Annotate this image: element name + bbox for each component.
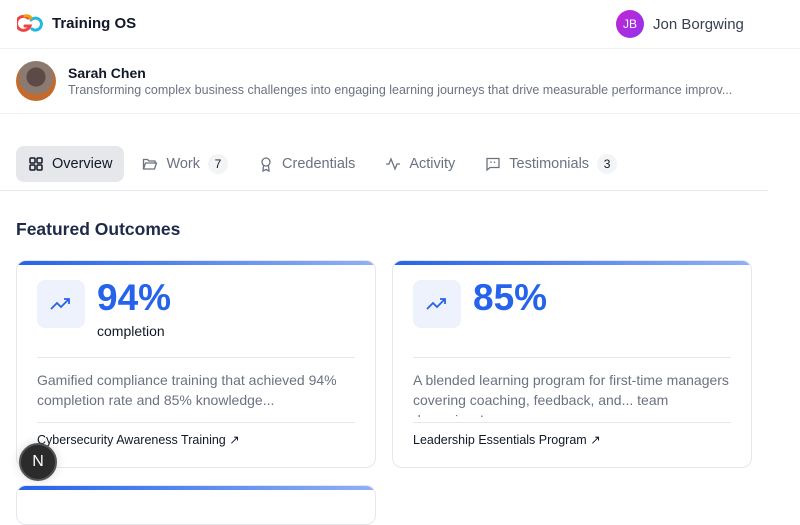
user-menu[interactable]: JB Jon Borgwing (616, 10, 744, 38)
folder-icon (143, 158, 158, 170)
card-accent-bar (17, 486, 375, 490)
app-title[interactable]: Training OS (52, 15, 137, 32)
award-icon (261, 157, 271, 172)
profile-tabs: Overview Work 7 Credentials Activity Tes… (0, 146, 768, 191)
profile-header: Sarah Chen Transforming complex business… (0, 49, 800, 114)
outcome-card[interactable] (16, 485, 376, 525)
trending-up-icon (426, 298, 446, 310)
project-link-label: Cybersecurity Awareness Training (37, 433, 226, 447)
profile-name: Sarah Chen (68, 65, 146, 81)
arrow-up-right-icon: ↗ (590, 433, 601, 447)
work-count-badge: 7 (208, 154, 229, 174)
top-header: Training OS JB Jon Borgwing (0, 0, 800, 49)
tab-label: Activity (409, 156, 456, 172)
testimonials-count-badge: 3 (597, 154, 618, 174)
card-accent-bar (393, 261, 751, 265)
outcome-card[interactable]: 85% A blended learning program for first… (392, 260, 752, 468)
project-link[interactable]: Leadership Essentials Program ↗ (413, 432, 601, 447)
outcome-value: 85% (473, 277, 548, 318)
outcome-description: Gamified compliance training that achiev… (37, 372, 337, 408)
tab-credentials[interactable]: Credentials (246, 146, 367, 182)
project-link[interactable]: Cybersecurity Awareness Training ↗ (37, 432, 240, 447)
outcome-card[interactable]: 94% completion Gamified compliance train… (16, 260, 376, 468)
tab-label: Credentials (282, 156, 356, 172)
divider (413, 422, 731, 423)
grid-icon (29, 157, 43, 171)
profile-tagline: Transforming complex business challenges… (68, 83, 733, 97)
trending-up-icon (50, 298, 70, 310)
training-os-logo-icon (17, 14, 43, 32)
tab-activity[interactable]: Activity (373, 146, 467, 182)
outcome-description: A blended learning program for first-tim… (413, 372, 729, 417)
project-link-label: Leadership Essentials Program (413, 433, 587, 447)
outcome-unit: completion (97, 323, 165, 339)
profile-avatar (16, 61, 56, 101)
tab-overview[interactable]: Overview (16, 146, 125, 182)
tab-label: Work (166, 156, 201, 172)
arrow-up-right-icon: ↗ (229, 433, 240, 447)
divider (413, 357, 731, 358)
message-quote-icon (486, 157, 500, 172)
user-avatar: JB (616, 10, 644, 38)
tab-label: Overview (52, 156, 113, 172)
user-name: Jon Borgwing (653, 15, 744, 33)
divider (37, 422, 355, 423)
section-title: Featured Outcomes (16, 219, 181, 239)
tab-work[interactable]: Work 7 (130, 146, 240, 182)
trend-icon-box (413, 280, 461, 328)
activity-icon (386, 157, 401, 171)
outcome-value: 94% (97, 277, 172, 318)
card-accent-bar (17, 261, 375, 265)
tab-label: Testimonials (509, 156, 590, 172)
tab-testimonials[interactable]: Testimonials 3 (473, 146, 629, 182)
trend-icon-box (37, 280, 85, 328)
divider (37, 357, 355, 358)
dev-tools-button[interactable]: N (19, 443, 57, 481)
